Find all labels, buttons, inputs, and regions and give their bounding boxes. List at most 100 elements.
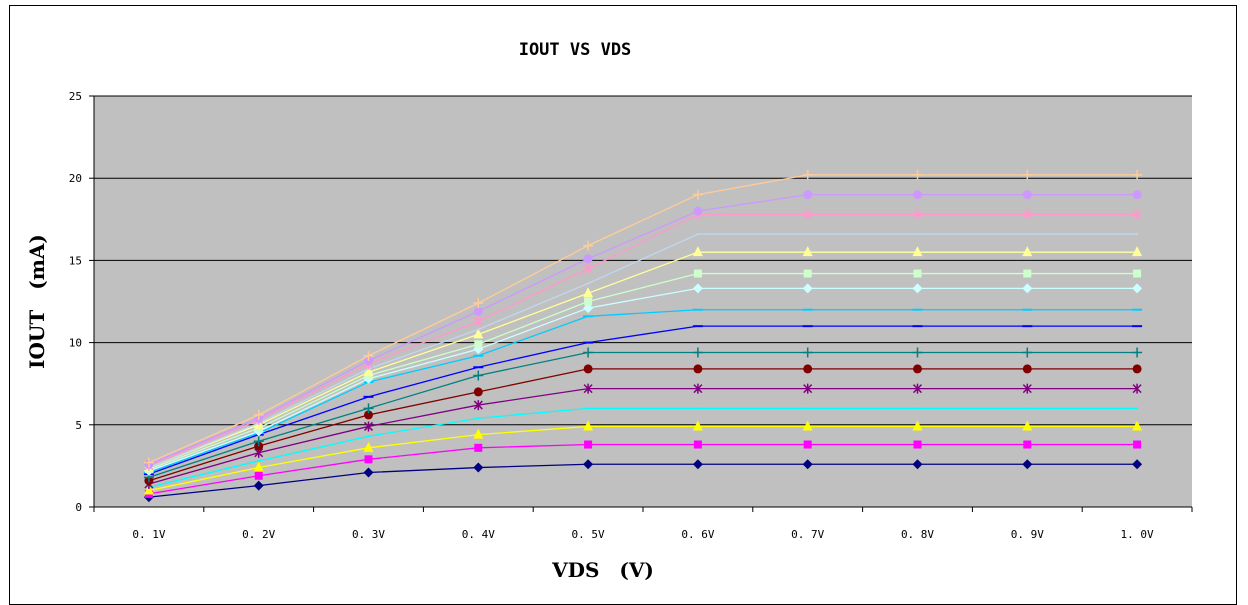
series-line bbox=[148, 272, 1138, 470]
series-line bbox=[148, 463, 1138, 498]
data-point bbox=[583, 303, 594, 314]
data-point bbox=[587, 282, 590, 285]
data-point bbox=[1133, 440, 1142, 449]
series-line bbox=[148, 387, 1138, 485]
series-6 bbox=[144, 364, 1142, 486]
y-tick-label: 10 bbox=[69, 337, 82, 350]
series-11 bbox=[144, 269, 1142, 474]
data-point bbox=[583, 420, 594, 431]
series-line bbox=[148, 193, 1138, 465]
data-point bbox=[253, 409, 264, 420]
data-point bbox=[1022, 246, 1033, 257]
x-tick-label: 0. 9V bbox=[1011, 528, 1044, 541]
data-point bbox=[802, 459, 813, 470]
data-point bbox=[912, 383, 923, 394]
data-point bbox=[693, 269, 702, 278]
data-point bbox=[1023, 269, 1032, 278]
data-point bbox=[1132, 169, 1143, 180]
data-point bbox=[583, 347, 594, 358]
data-point bbox=[1022, 209, 1032, 220]
data-point bbox=[257, 459, 260, 462]
data-point bbox=[473, 370, 484, 381]
plot-area bbox=[94, 96, 1192, 507]
data-point bbox=[912, 246, 923, 257]
series-3 bbox=[143, 420, 1143, 495]
x-tick-label: 0. 1V bbox=[132, 528, 165, 541]
series-line bbox=[148, 368, 1138, 482]
data-point bbox=[1022, 459, 1033, 470]
data-point bbox=[583, 364, 593, 374]
data-point bbox=[916, 407, 919, 410]
data-point bbox=[477, 417, 480, 420]
x-tick-label: 0. 6V bbox=[681, 528, 714, 541]
series-line bbox=[148, 351, 1138, 479]
data-point bbox=[364, 455, 373, 464]
chart-title: IOUT VS VDS bbox=[518, 40, 632, 60]
data-point bbox=[473, 306, 483, 316]
data-point bbox=[253, 461, 264, 472]
series-8 bbox=[143, 325, 1143, 476]
data-point bbox=[1132, 364, 1142, 374]
x-tick-label: 1. 0V bbox=[1121, 528, 1154, 541]
series-1 bbox=[143, 459, 1143, 503]
data-point bbox=[253, 480, 264, 491]
series-group bbox=[143, 169, 1143, 503]
x-axis-title: VDS (V) bbox=[551, 558, 654, 582]
data-point bbox=[916, 233, 919, 236]
data-point bbox=[1133, 269, 1142, 278]
data-point bbox=[912, 347, 923, 358]
data-point bbox=[473, 298, 484, 309]
data-point bbox=[473, 428, 484, 439]
data-point bbox=[363, 366, 374, 377]
y-axis-ticks: 0 5 10 15 20 25 bbox=[69, 90, 94, 514]
data-point bbox=[803, 209, 813, 220]
data-point bbox=[1132, 246, 1143, 257]
data-point bbox=[693, 383, 703, 394]
data-point bbox=[802, 283, 813, 294]
series-line bbox=[148, 425, 1138, 492]
data-point bbox=[1022, 190, 1032, 200]
data-point bbox=[1026, 233, 1029, 236]
data-point bbox=[696, 233, 699, 236]
data-point bbox=[363, 403, 374, 414]
data-point bbox=[693, 440, 702, 449]
data-point bbox=[913, 269, 922, 278]
data-point bbox=[803, 383, 813, 394]
data-point bbox=[253, 436, 264, 447]
data-point bbox=[692, 283, 703, 294]
series-line bbox=[148, 251, 1138, 469]
series-line bbox=[148, 174, 1138, 464]
data-point bbox=[363, 350, 374, 361]
data-point bbox=[1132, 383, 1142, 394]
data-point bbox=[692, 347, 703, 358]
data-point bbox=[692, 189, 703, 200]
x-tick-label: 0. 5V bbox=[572, 528, 605, 541]
data-point bbox=[802, 169, 813, 180]
series-line bbox=[148, 287, 1138, 472]
data-point bbox=[583, 240, 594, 251]
data-point bbox=[912, 459, 923, 470]
data-point bbox=[1132, 190, 1142, 200]
x-tick-label: 0. 7V bbox=[791, 528, 824, 541]
x-axis-ticks: 0. 1V 0. 2V 0. 3V 0. 4V 0. 5V 0. 6V 0. 7V 0. 8V… bbox=[93, 507, 1193, 541]
data-point bbox=[1022, 364, 1032, 374]
series-7 bbox=[143, 347, 1143, 483]
x-tick-label: 0. 4V bbox=[462, 528, 495, 541]
data-point bbox=[583, 383, 593, 394]
data-point bbox=[583, 287, 594, 298]
data-point bbox=[473, 328, 484, 339]
data-point bbox=[1132, 420, 1143, 431]
data-point bbox=[1136, 407, 1139, 410]
data-point bbox=[477, 328, 480, 331]
data-point bbox=[693, 206, 703, 216]
data-point bbox=[1132, 283, 1143, 294]
series-line bbox=[148, 309, 1138, 474]
x-tick-label: 0. 3V bbox=[352, 528, 385, 541]
x-tick-label: 0. 2V bbox=[242, 528, 275, 541]
gridlines bbox=[93, 95, 1192, 508]
data-point bbox=[584, 440, 593, 449]
data-point bbox=[912, 420, 923, 431]
y-tick-label: 15 bbox=[69, 254, 82, 267]
data-point bbox=[473, 316, 483, 327]
